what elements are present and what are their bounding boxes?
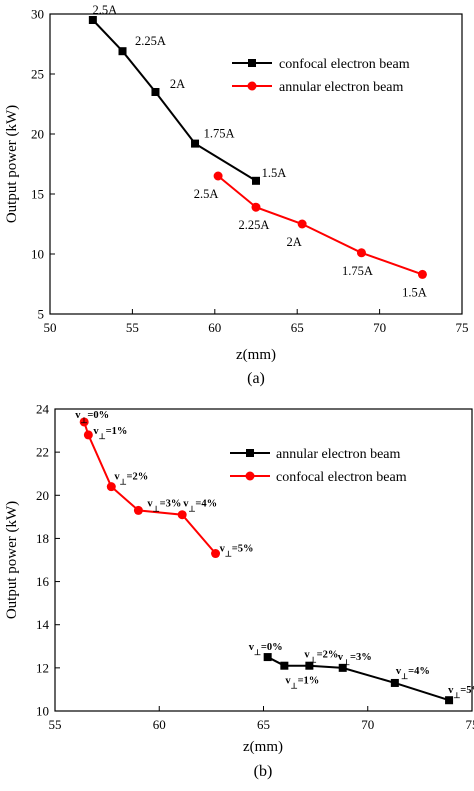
data-point-b0 [280, 661, 289, 670]
data-label-a0: 1.75A [204, 127, 235, 141]
y-ticks-b: 10 12 14 16 18 20 22 24 [36, 402, 60, 719]
x-tick-label-a: 55 [126, 320, 139, 335]
legend-label-b1: confocal electron beam [276, 470, 407, 485]
x-tick-label-b: 65 [257, 717, 270, 732]
data-label-b0: v⊥=4% [396, 666, 430, 681]
data-label-a1: 2.25A [239, 218, 270, 232]
x-tick-label-a: 65 [291, 320, 304, 335]
y-tick-label-b: 16 [36, 574, 50, 589]
legend-marker-a1 [247, 81, 257, 91]
x-tick-label-b: 70 [361, 717, 374, 732]
legend-a: confocal electron beam annular electron … [232, 57, 410, 95]
x-ticks-b: 55 60 65 70 75 [49, 706, 474, 732]
data-label-b1: v⊥=5% [220, 544, 254, 559]
data-point-b0 [305, 661, 314, 670]
data-label-a0: 2.5A [93, 3, 118, 17]
legend-label-a0: confocal electron beam [279, 57, 410, 72]
panel-label-a: (a) [247, 370, 265, 387]
plot-frame-a [49, 13, 463, 315]
series-line-b0 [267, 656, 450, 702]
data-label-b1: v⊥=4% [183, 499, 217, 514]
data-point-b1 [79, 417, 89, 427]
data-label-a1: 2.5A [194, 187, 219, 201]
data-point-a0 [88, 16, 97, 24]
data-point-a0 [118, 47, 127, 56]
series-line-b1 [83, 421, 217, 555]
data-point-b1 [177, 510, 187, 520]
legend-label-a1: annular electron beam [279, 80, 403, 95]
data-point-a0 [191, 139, 200, 148]
data-label-b1: v⊥=3% [147, 498, 181, 513]
x-axis-label-b: z(mm) [243, 739, 283, 755]
data-label-a0: 2A [170, 77, 185, 91]
y-tick-label-a: 25 [31, 67, 44, 82]
data-point-a1 [417, 269, 427, 279]
x-tick-label-a: 75 [456, 320, 469, 335]
data-point-b0 [263, 653, 272, 662]
data-label-b1: v⊥=2% [114, 472, 148, 487]
y-ticks-a: 5 10 15 20 25 30 [31, 7, 55, 322]
data-label-b0: v⊥=3% [338, 652, 372, 667]
data-label-a1: 2A [287, 235, 302, 249]
data-point-b1 [211, 549, 221, 559]
legend-b: annular electron beam confocal electron … [230, 447, 407, 485]
y-tick-label-b: 12 [36, 660, 49, 675]
x-tick-label-a: 50 [44, 320, 57, 335]
data-point-a1 [356, 248, 366, 258]
y-tick-label-a: 10 [31, 247, 44, 262]
legend-label-b0: annular electron beam [276, 447, 400, 462]
x-tick-label-b: 75 [466, 717, 474, 732]
chart-a: 50 55 60 65 70 75 5 10 15 20 25 30 2.5A 2.25A 2A 1.75… [4, 3, 469, 387]
data-point-b1 [133, 505, 143, 515]
y-tick-label-b: 10 [36, 704, 49, 719]
data-point-a0 [151, 88, 160, 96]
y-tick-label-a: 30 [31, 7, 44, 22]
data-label-b0: v⊥=1% [285, 676, 319, 691]
x-tick-label-a: 70 [373, 320, 386, 335]
data-label-a1: 1.75A [342, 264, 373, 278]
data-label-a1: 1.5A [402, 285, 427, 299]
y-tick-label-a: 15 [31, 187, 44, 202]
y-tick-label-b: 14 [36, 617, 50, 632]
x-ticks-a: 50 55 60 65 70 75 [44, 309, 469, 335]
y-tick-label-b: 20 [36, 488, 49, 503]
data-point-a1 [213, 171, 223, 181]
data-label-b1: v⊥=1% [93, 426, 127, 441]
y-tick-label-b: 24 [36, 402, 50, 417]
data-label-a0: 1.5A [262, 166, 287, 180]
legend-marker-a0 [248, 59, 256, 67]
y-axis-label-b: Output power (kW) [4, 501, 20, 619]
legend-marker-b0 [246, 449, 254, 457]
y-tick-label-a: 5 [38, 307, 45, 322]
data-label-b0: v⊥=2% [304, 650, 338, 665]
data-point-b1 [106, 482, 116, 492]
data-point-b0 [445, 696, 454, 705]
series-b: v⊥=0%v⊥=1%v⊥=2%v⊥=3%v⊥=4%v⊥=5%v⊥=0%v⊥=1%… [75, 410, 474, 705]
data-point-b0 [338, 663, 347, 672]
data-point-b0 [390, 678, 399, 687]
series-line-a0 [92, 19, 257, 182]
data-point-a1 [251, 202, 261, 212]
data-point-b1 [83, 430, 93, 440]
panel-label-b: (b) [254, 763, 273, 780]
x-axis-label-a: z(mm) [236, 347, 276, 363]
x-tick-label-a: 60 [208, 320, 221, 335]
data-label-b1: v⊥=0% [75, 410, 109, 425]
x-tick-label-b: 55 [49, 717, 62, 732]
y-tick-label-b: 18 [36, 531, 49, 546]
x-tick-label-b: 60 [153, 717, 166, 732]
y-tick-label-b: 22 [36, 445, 49, 460]
legend-marker-b1 [245, 471, 255, 481]
y-axis-label-a: Output power (kW) [4, 105, 20, 223]
data-point-a1 [297, 219, 307, 229]
data-label-a0: 2.25A [135, 34, 166, 48]
data-point-a0 [252, 176, 260, 185]
series-a: 2.5A 2.25A 2A 1.75A 1.5A 2.5A 2.25A 2A 1.75A 1.5A [88, 3, 427, 299]
y-tick-label-a: 20 [31, 127, 44, 142]
